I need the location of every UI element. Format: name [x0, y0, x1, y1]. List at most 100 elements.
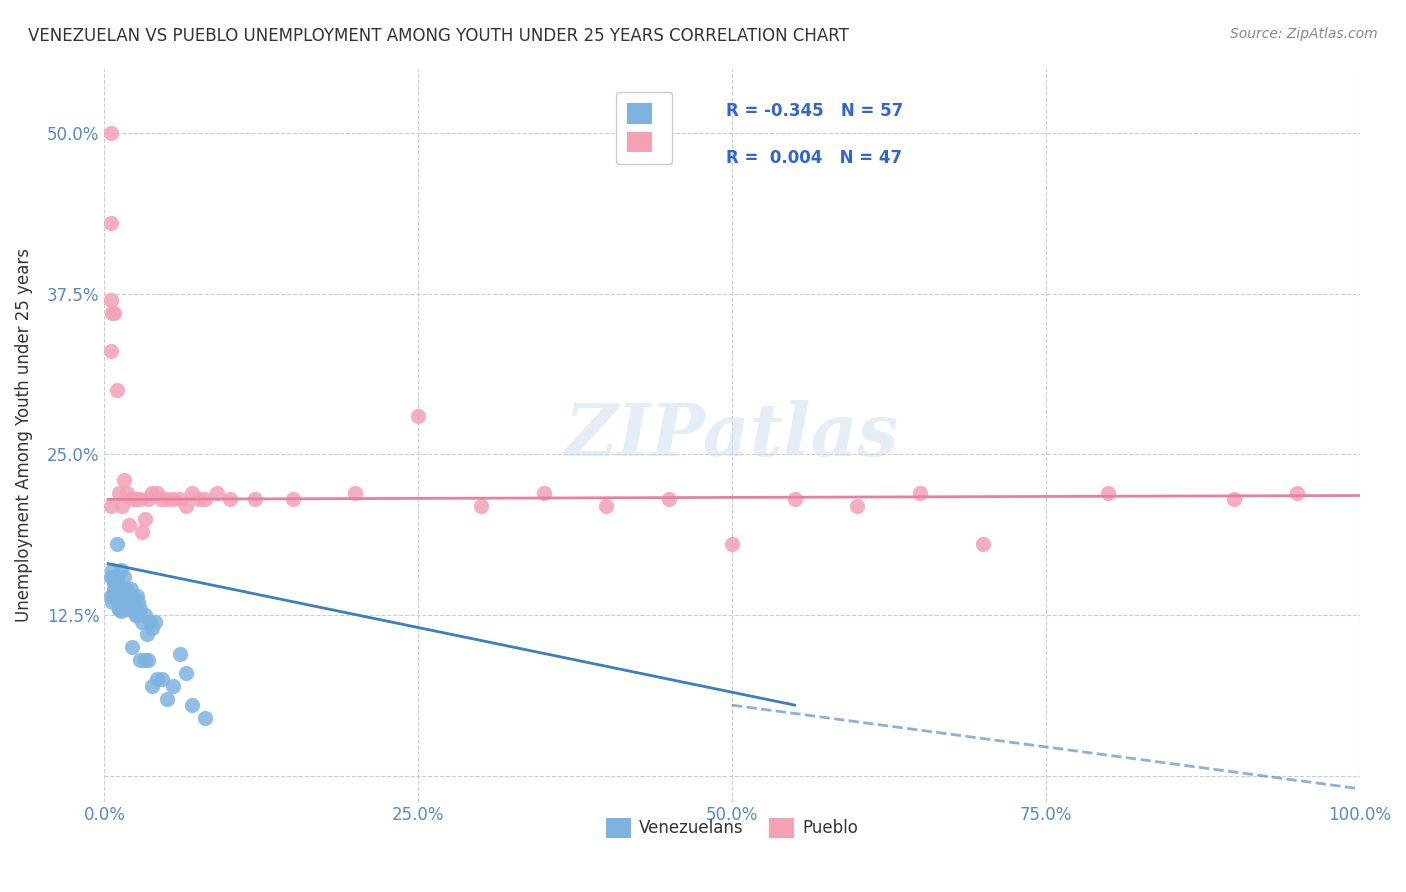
Point [101, 563, 124, 577]
Point [533, 486, 555, 500]
Point [162, 492, 184, 507]
Point [141, 621, 163, 635]
Point [101, 306, 124, 320]
Point [136, 627, 159, 641]
Point [243, 492, 266, 507]
Point [146, 673, 169, 687]
Text: R = -0.345   N = 57: R = -0.345 N = 57 [725, 102, 903, 120]
Point [219, 492, 242, 507]
Point [112, 589, 135, 603]
Point [156, 492, 179, 507]
Point [187, 492, 209, 507]
Point [118, 601, 141, 615]
Point [972, 537, 994, 551]
Point [108, 601, 131, 615]
Point [146, 486, 169, 500]
Point [149, 492, 172, 507]
Point [134, 608, 156, 623]
Point [174, 499, 197, 513]
Point [118, 518, 141, 533]
Point [125, 608, 148, 623]
Point [143, 615, 166, 629]
Text: ZIPatlas: ZIPatlas [565, 400, 898, 471]
Point [111, 499, 134, 513]
Point [134, 653, 156, 667]
Point [156, 691, 179, 706]
Point [120, 582, 142, 597]
Point [105, 589, 128, 603]
Point [131, 524, 153, 539]
Point [721, 537, 744, 551]
Point [162, 679, 184, 693]
Point [114, 473, 136, 487]
Legend: Venezuelans, Pueblo: Venezuelans, Pueblo [599, 811, 865, 845]
Point [1223, 492, 1246, 507]
Point [344, 486, 367, 500]
Point [128, 601, 150, 615]
Point [138, 615, 160, 629]
Point [121, 589, 143, 603]
Point [110, 563, 132, 577]
Point [103, 306, 125, 320]
Point [114, 582, 136, 597]
Point [111, 589, 134, 603]
Point [658, 492, 681, 507]
Point [100, 216, 122, 230]
Point [194, 711, 217, 725]
Point [105, 569, 128, 583]
Point [783, 492, 806, 507]
Point [595, 499, 617, 513]
Point [101, 595, 124, 609]
Point [100, 589, 122, 603]
Point [470, 499, 492, 513]
Point [121, 492, 143, 507]
Point [207, 486, 229, 500]
Point [125, 608, 148, 623]
Point [104, 576, 127, 591]
Point [141, 679, 163, 693]
Point [1285, 486, 1308, 500]
Point [114, 569, 136, 583]
Point [100, 293, 122, 307]
Point [115, 595, 138, 609]
Point [118, 601, 141, 615]
Point [169, 492, 191, 507]
Point [181, 698, 204, 712]
Point [107, 595, 129, 609]
Text: Source: ZipAtlas.com: Source: ZipAtlas.com [1230, 27, 1378, 41]
Point [136, 492, 159, 507]
Point [125, 589, 148, 603]
Point [127, 595, 149, 609]
Point [117, 589, 139, 603]
Point [101, 569, 124, 583]
Point [115, 486, 138, 500]
Point [281, 492, 304, 507]
Point [114, 595, 136, 609]
Point [125, 492, 148, 507]
Point [108, 486, 131, 500]
Point [406, 409, 429, 423]
Point [105, 537, 128, 551]
Text: R =  0.004   N = 47: R = 0.004 N = 47 [725, 149, 901, 167]
Point [174, 665, 197, 680]
Point [1097, 486, 1119, 500]
Point [136, 653, 159, 667]
Point [105, 383, 128, 397]
Point [103, 582, 125, 597]
Point [181, 486, 204, 500]
Point [124, 601, 146, 615]
Point [101, 589, 124, 603]
Point [103, 576, 125, 591]
Y-axis label: Unemployment Among Youth under 25 years: Unemployment Among Youth under 25 years [15, 248, 32, 622]
Point [108, 601, 131, 615]
Point [110, 604, 132, 618]
Point [115, 601, 138, 615]
Point [194, 492, 217, 507]
Point [100, 126, 122, 140]
Point [131, 615, 153, 629]
Point [100, 344, 122, 359]
Point [169, 647, 191, 661]
Point [150, 673, 173, 687]
Point [128, 492, 150, 507]
Point [100, 569, 122, 583]
